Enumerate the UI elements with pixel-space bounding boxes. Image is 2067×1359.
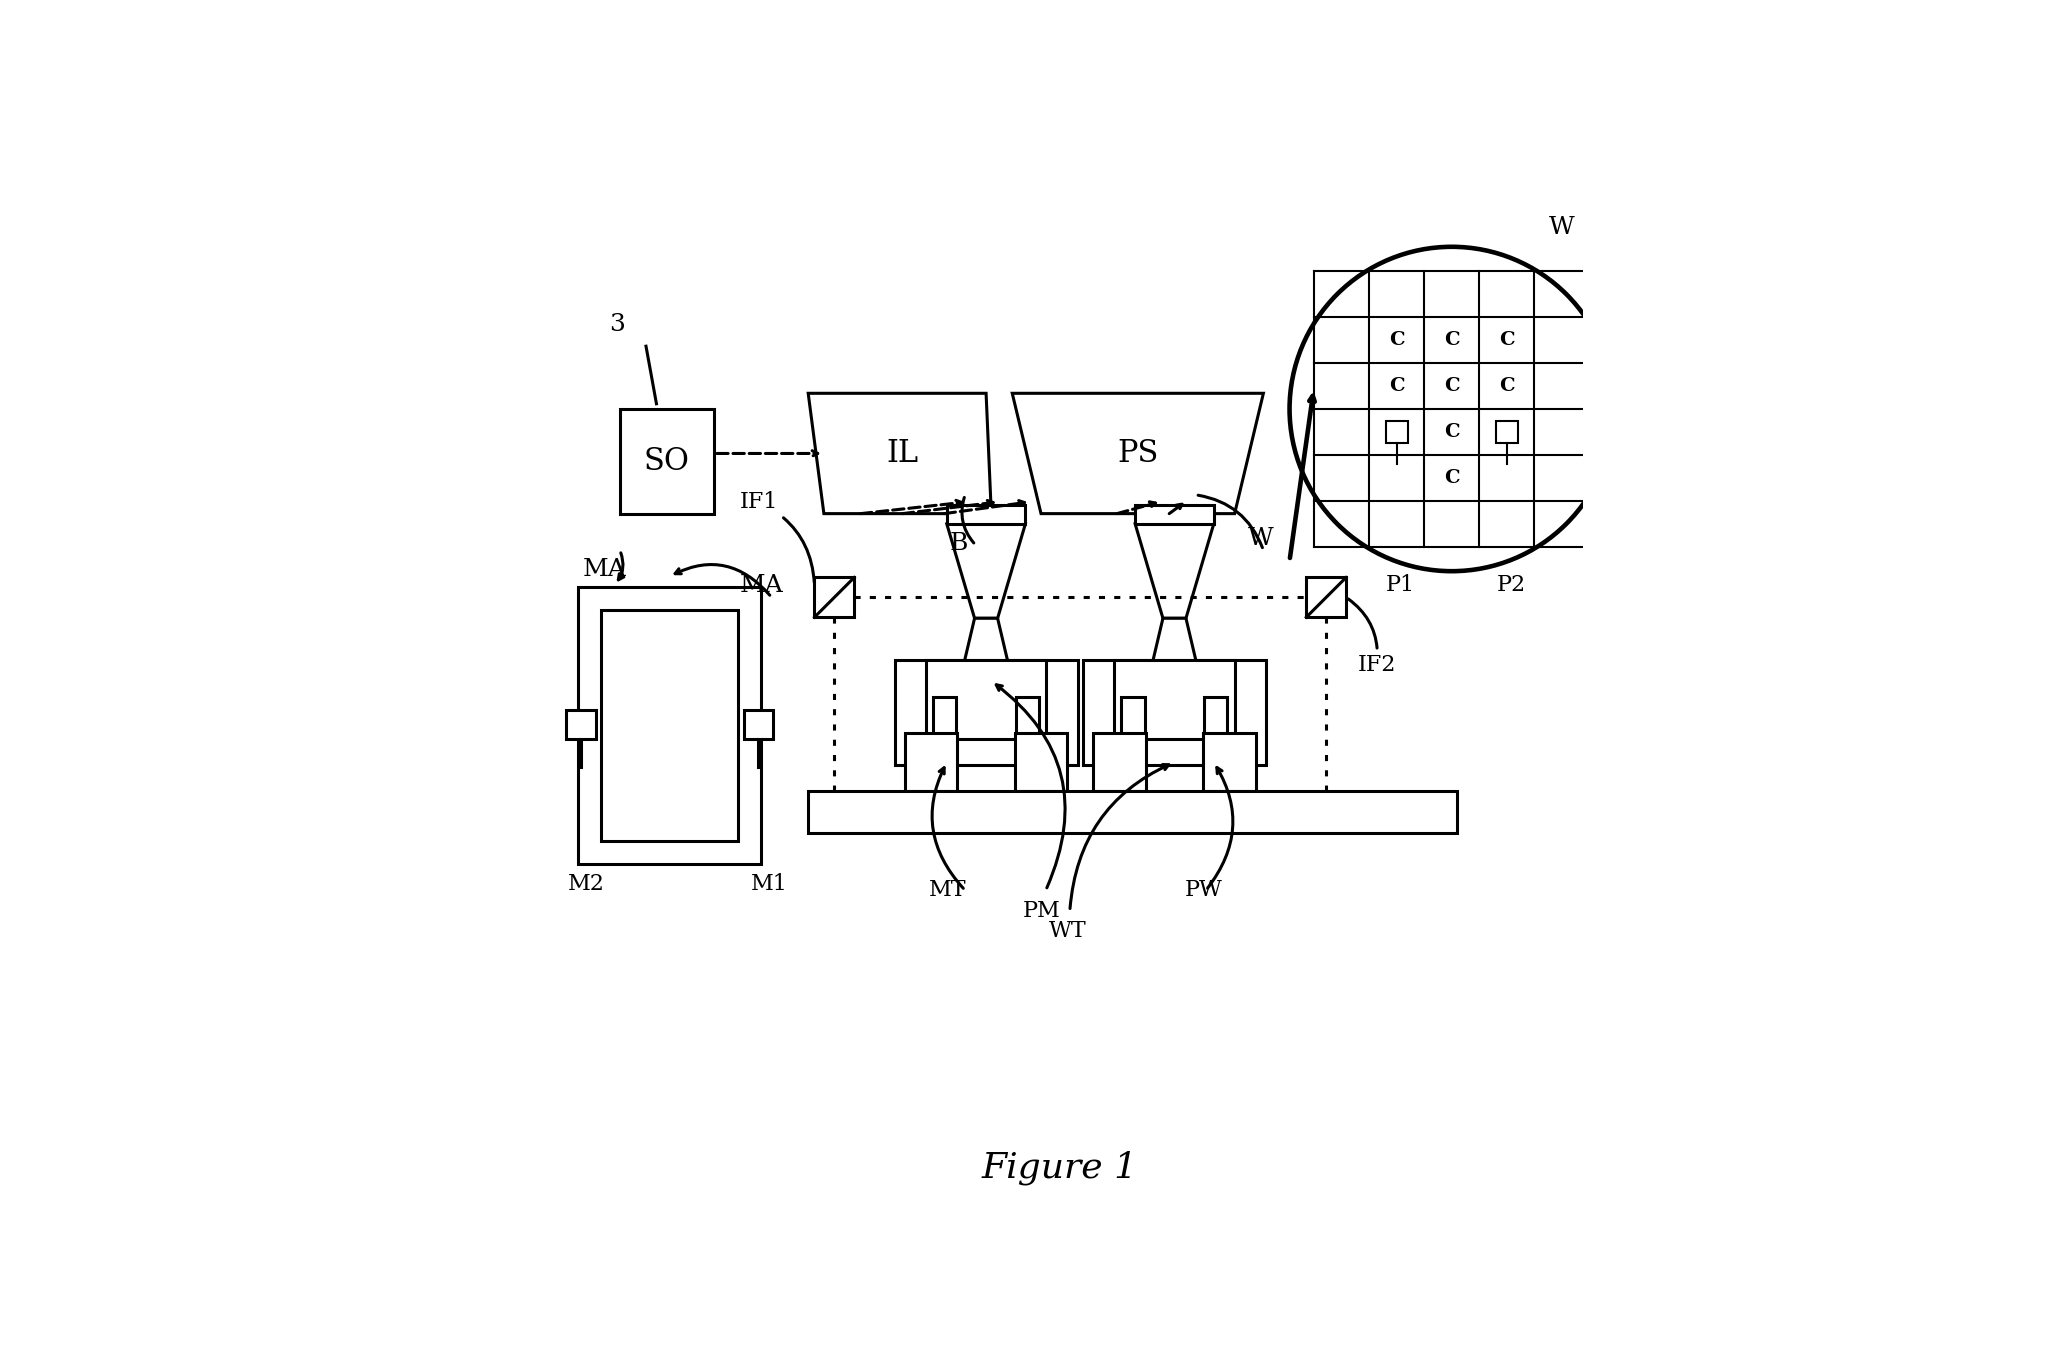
Text: WT: WT xyxy=(1048,920,1087,942)
Bar xyxy=(579,587,761,864)
Text: C: C xyxy=(1445,469,1459,487)
Text: MA: MA xyxy=(583,559,626,582)
Text: C: C xyxy=(1445,332,1459,349)
Text: C: C xyxy=(1499,332,1515,349)
Text: C: C xyxy=(1499,376,1515,395)
Polygon shape xyxy=(957,618,1015,692)
Polygon shape xyxy=(1135,525,1213,618)
Bar xyxy=(895,660,1077,765)
Text: IF1: IF1 xyxy=(740,492,814,583)
Bar xyxy=(1385,421,1408,443)
Text: C: C xyxy=(1389,376,1403,395)
Text: PW: PW xyxy=(1184,878,1224,901)
Text: C: C xyxy=(1445,376,1459,395)
Polygon shape xyxy=(1145,618,1203,692)
Text: C: C xyxy=(1445,423,1459,440)
Text: PM: PM xyxy=(1023,900,1060,921)
Text: SO: SO xyxy=(645,446,690,477)
Bar xyxy=(814,578,854,617)
Bar xyxy=(1497,421,1517,443)
Polygon shape xyxy=(1013,393,1263,514)
Bar xyxy=(808,791,1457,833)
Polygon shape xyxy=(808,393,992,514)
Bar xyxy=(1306,578,1346,617)
Bar xyxy=(1205,697,1228,739)
Text: C: C xyxy=(1389,332,1403,349)
Bar xyxy=(932,697,957,739)
Polygon shape xyxy=(947,525,1025,618)
Text: IL: IL xyxy=(887,438,918,469)
Text: M1: M1 xyxy=(750,874,788,896)
Bar xyxy=(620,409,713,514)
Text: 3: 3 xyxy=(610,313,624,336)
Bar xyxy=(926,660,1046,739)
Bar xyxy=(1135,506,1213,525)
Text: MA: MA xyxy=(740,573,783,597)
Text: P2: P2 xyxy=(1497,573,1525,595)
Text: MT: MT xyxy=(928,878,965,901)
Bar xyxy=(744,711,773,739)
Bar xyxy=(1083,660,1265,765)
Text: PS: PS xyxy=(1116,438,1158,469)
Circle shape xyxy=(1290,247,1614,571)
Bar xyxy=(1114,660,1234,739)
Text: P1: P1 xyxy=(1387,573,1416,595)
Text: Figure 1: Figure 1 xyxy=(982,1151,1137,1185)
Bar xyxy=(947,506,1025,525)
Bar xyxy=(905,734,957,791)
Bar xyxy=(1017,697,1040,739)
Bar xyxy=(601,610,738,841)
Bar xyxy=(1015,734,1067,791)
Text: IF2: IF2 xyxy=(1348,599,1395,675)
Bar xyxy=(1203,734,1255,791)
Text: B: B xyxy=(949,533,967,556)
Bar xyxy=(1093,734,1145,791)
Bar xyxy=(566,711,595,739)
Text: M2: M2 xyxy=(568,874,604,896)
Text: W: W xyxy=(1248,527,1273,550)
Text: W: W xyxy=(1548,216,1575,239)
Bar xyxy=(1122,697,1145,739)
